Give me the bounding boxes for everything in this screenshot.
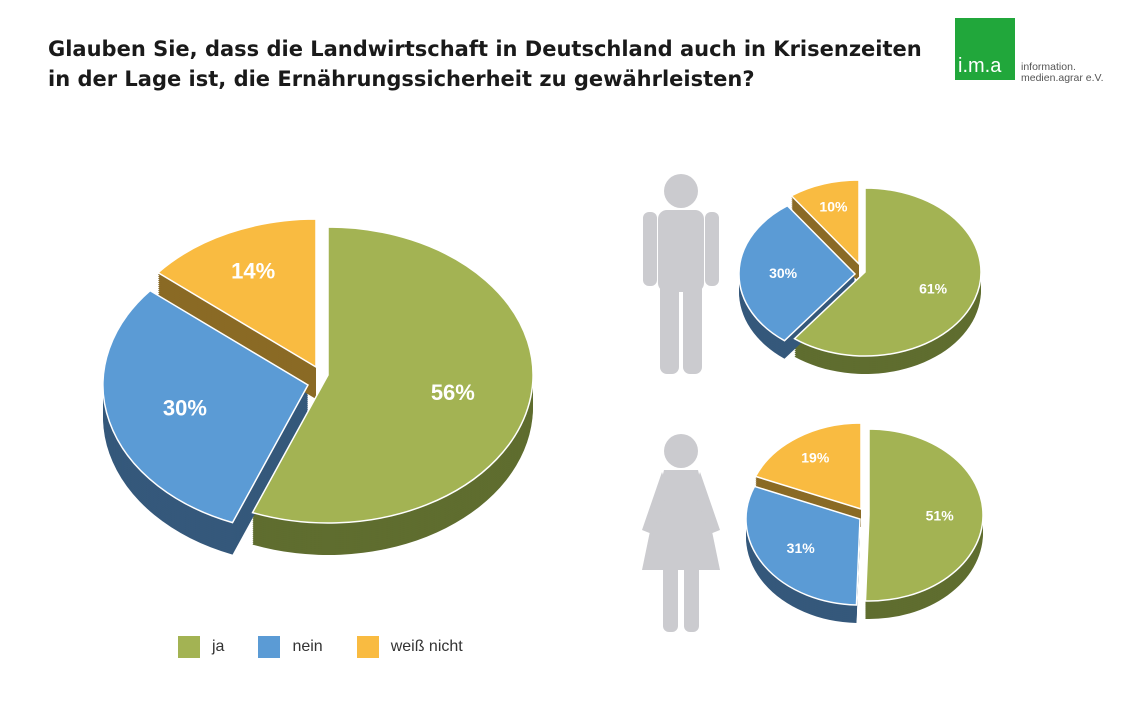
data-label: 30% <box>163 396 207 421</box>
pie-slice-wei-nicht <box>156 218 317 369</box>
pie-slice-ja <box>251 226 534 524</box>
data-label: 51% <box>926 508 955 524</box>
pie-slice-nein <box>745 485 861 606</box>
legend-label: weiß nicht <box>390 638 463 655</box>
legend-item-weiss-nicht: weiß nicht <box>356 636 463 658</box>
logo-line-2: medien.agrar e.V. <box>1021 72 1104 84</box>
pie-slice-wei-nicht <box>754 422 862 511</box>
legend-swatch-weiss-nicht <box>356 636 379 658</box>
data-label: 14% <box>231 258 275 283</box>
data-label: 31% <box>787 540 816 556</box>
data-label: 56% <box>431 380 475 405</box>
data-label: 30% <box>769 265 798 281</box>
legend: ja nein weiß nicht <box>178 636 497 658</box>
logo-line-1: information. <box>1021 61 1076 73</box>
legend-swatch-ja <box>178 636 200 658</box>
legend-item-ja: ja <box>178 636 224 658</box>
pie-slice-nein <box>102 289 310 524</box>
pie-chart-3: 51% 31% 19% <box>745 422 984 623</box>
male-person-icon <box>643 174 719 374</box>
female-person-icon <box>642 434 720 632</box>
logo-mark-text: i.m.a <box>958 55 1002 77</box>
logo-text: information. medien.agrar e.V. <box>1021 62 1104 84</box>
pie-slice-ja <box>864 428 984 602</box>
data-label: 61% <box>919 281 948 297</box>
pie-chart-2: 61% 30% 10% <box>738 179 982 374</box>
title-line-1: Glauben Sie, dass die Landwirtschaft in … <box>48 37 922 61</box>
legend-label: nein <box>292 638 323 655</box>
logo-box <box>955 18 1015 80</box>
data-label: 19% <box>801 449 830 465</box>
person-icons <box>642 174 720 632</box>
logo-mark: i.m.a <box>955 18 1015 80</box>
legend-swatch-nein <box>258 636 281 658</box>
chart-title: Glauben Sie, dass die Landwirtschaft in … <box>48 34 922 94</box>
legend-item-nein: nein <box>258 636 323 658</box>
title-line-2: in der Lage ist, die Ernährungssicherhei… <box>48 67 755 91</box>
pie-chart-1: 56% 30% 14% <box>102 218 534 555</box>
legend-label: ja <box>212 638 225 655</box>
pie-slice-wei-nicht <box>790 179 860 266</box>
pie-slice-ja <box>793 187 982 357</box>
data-label: 10% <box>819 198 848 214</box>
pie-slice-nein <box>738 204 857 342</box>
ima-logo: information. medien.agrar e.V. <box>955 18 1104 84</box>
